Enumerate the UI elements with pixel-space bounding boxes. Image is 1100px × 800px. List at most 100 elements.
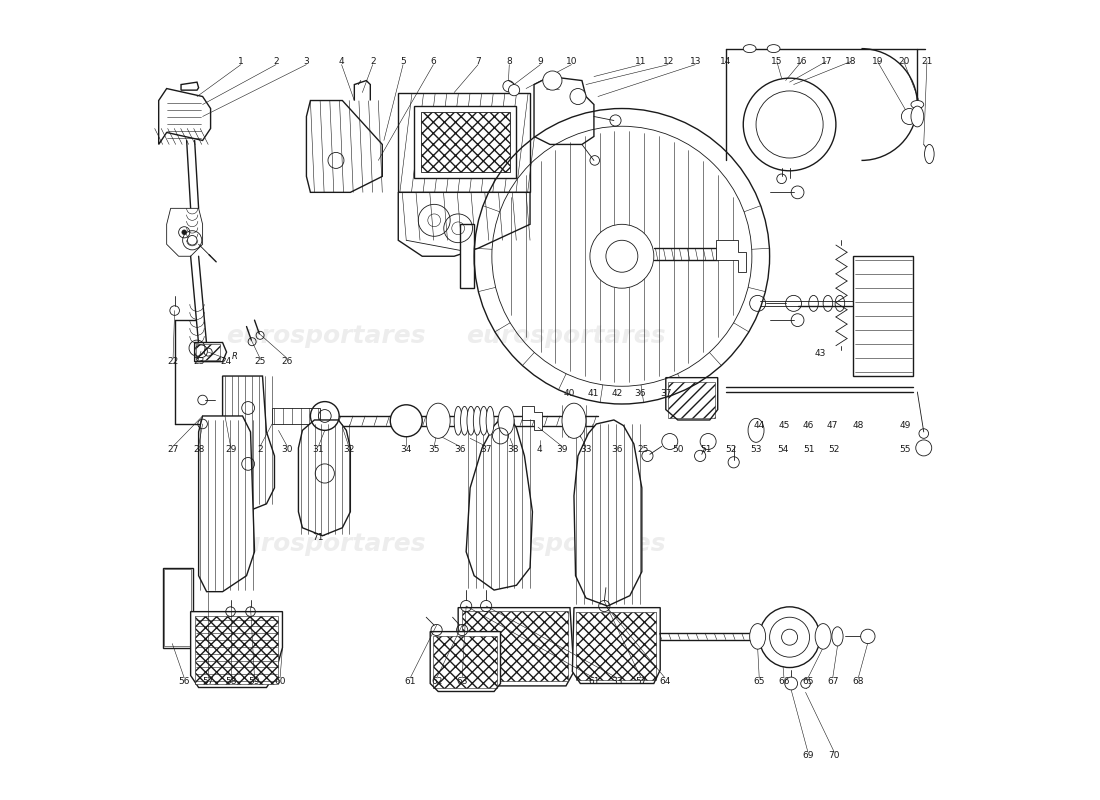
Text: 25: 25: [637, 445, 648, 454]
Text: 66: 66: [778, 677, 790, 686]
Bar: [576, 612, 657, 679]
Text: 32: 32: [343, 445, 354, 454]
Text: 70: 70: [828, 751, 840, 760]
Bar: [195, 616, 278, 683]
Polygon shape: [307, 101, 383, 192]
Circle shape: [901, 109, 917, 125]
Polygon shape: [716, 240, 746, 272]
Text: 58: 58: [224, 677, 236, 686]
Text: 52: 52: [828, 445, 840, 454]
Text: 20: 20: [898, 57, 910, 66]
Polygon shape: [430, 631, 500, 691]
Ellipse shape: [748, 418, 764, 442]
Bar: [854, 256, 913, 376]
Text: 29: 29: [224, 445, 236, 454]
Text: 57: 57: [636, 677, 647, 686]
Polygon shape: [182, 82, 199, 90]
Circle shape: [916, 440, 932, 456]
Circle shape: [570, 89, 586, 105]
Circle shape: [801, 678, 811, 688]
Circle shape: [508, 85, 519, 96]
Text: 40: 40: [563, 389, 575, 398]
Text: 54: 54: [778, 445, 789, 454]
Text: 53: 53: [750, 445, 762, 454]
Text: 33: 33: [580, 445, 592, 454]
Polygon shape: [666, 378, 717, 420]
Circle shape: [700, 434, 716, 450]
Circle shape: [590, 224, 653, 288]
Ellipse shape: [466, 406, 475, 435]
Text: 65: 65: [802, 677, 814, 686]
Text: 38: 38: [507, 445, 519, 454]
Text: 56: 56: [178, 677, 190, 686]
Text: eurosportares: eurosportares: [466, 532, 666, 556]
Polygon shape: [460, 224, 474, 288]
Text: 8: 8: [506, 57, 513, 66]
Text: 22: 22: [167, 357, 178, 366]
Text: 4: 4: [339, 57, 344, 66]
Text: 52: 52: [725, 445, 736, 454]
Text: 10: 10: [565, 57, 578, 66]
Text: 37: 37: [660, 389, 671, 398]
Text: 36: 36: [612, 445, 623, 454]
Text: 19: 19: [871, 57, 883, 66]
Circle shape: [784, 677, 798, 690]
Polygon shape: [190, 612, 283, 687]
Text: 71: 71: [312, 533, 324, 542]
Text: 17: 17: [821, 57, 832, 66]
Polygon shape: [574, 420, 641, 606]
Text: 2: 2: [370, 57, 375, 66]
Text: 36: 36: [454, 445, 465, 454]
Polygon shape: [534, 77, 594, 145]
Text: 64: 64: [659, 677, 671, 686]
Text: 69: 69: [802, 751, 814, 760]
Ellipse shape: [454, 406, 462, 435]
Text: 51: 51: [701, 445, 713, 454]
Text: 55: 55: [900, 445, 911, 454]
Text: 49: 49: [900, 421, 911, 430]
Text: 48: 48: [852, 421, 864, 430]
Polygon shape: [199, 416, 254, 592]
Polygon shape: [158, 89, 210, 145]
Text: 39: 39: [557, 445, 568, 454]
Text: eurosportares: eurosportares: [227, 324, 426, 348]
Text: 67: 67: [827, 677, 838, 686]
Circle shape: [182, 230, 187, 234]
Bar: [196, 344, 220, 360]
Ellipse shape: [767, 45, 780, 53]
Text: 45: 45: [779, 421, 790, 430]
Polygon shape: [195, 342, 227, 362]
Ellipse shape: [486, 406, 494, 435]
Text: 1: 1: [238, 57, 244, 66]
Polygon shape: [398, 192, 530, 256]
Ellipse shape: [480, 406, 487, 435]
Ellipse shape: [498, 406, 514, 435]
Text: 65: 65: [754, 677, 764, 686]
Polygon shape: [572, 608, 660, 683]
Text: eurosportares: eurosportares: [466, 324, 666, 348]
Bar: [420, 112, 510, 172]
Text: 31: 31: [312, 445, 324, 454]
Polygon shape: [298, 420, 350, 536]
Ellipse shape: [911, 101, 924, 109]
Text: 30: 30: [282, 445, 293, 454]
Ellipse shape: [750, 624, 766, 649]
Bar: [462, 611, 569, 681]
Text: 47: 47: [827, 421, 838, 430]
Polygon shape: [167, 208, 202, 256]
Text: 18: 18: [845, 57, 857, 66]
Text: 33: 33: [612, 677, 623, 686]
Text: 7: 7: [475, 57, 481, 66]
Text: 36: 36: [635, 389, 646, 398]
Text: 62: 62: [431, 677, 442, 686]
Text: 44: 44: [754, 421, 764, 430]
Text: 34: 34: [400, 445, 411, 454]
Text: 60: 60: [274, 677, 286, 686]
Bar: [415, 106, 517, 178]
Text: 59: 59: [249, 677, 261, 686]
Text: 2: 2: [257, 445, 263, 454]
Text: 46: 46: [802, 421, 814, 430]
Ellipse shape: [461, 406, 469, 435]
Text: 13: 13: [690, 57, 701, 66]
Text: 57: 57: [202, 677, 213, 686]
